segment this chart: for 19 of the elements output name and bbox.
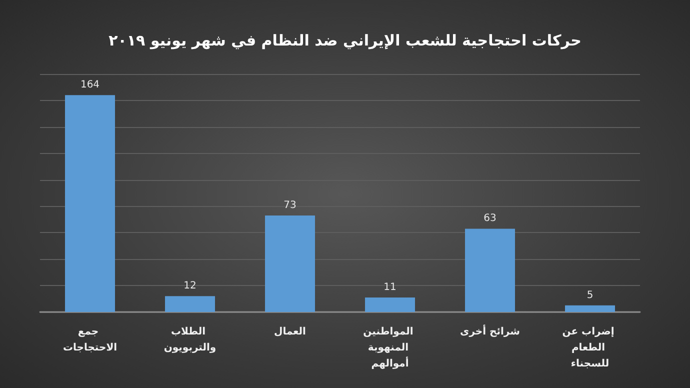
data-label: 73: [284, 200, 296, 211]
x-tick-label: إضراب عن الطعام للسجناء: [562, 326, 618, 370]
bar: [365, 297, 415, 312]
bar: [465, 228, 515, 312]
data-label: 164: [80, 80, 100, 91]
data-label: 5: [586, 290, 594, 301]
x-tick-label: العمال: [274, 326, 306, 338]
bar: [165, 296, 215, 312]
data-label: 11: [384, 282, 396, 293]
x-tick-label: المواطنين المنهوبة أموالهم: [363, 326, 417, 370]
x-tick-label: جمع الاحتجاجات: [62, 326, 118, 354]
bar: [265, 215, 315, 312]
bar: [565, 305, 615, 312]
x-tick-label: الطلاب والتربويون: [164, 326, 216, 354]
x-tick-label: شرائح أخرى: [460, 324, 520, 338]
data-label: 12: [184, 280, 196, 292]
chart-title: حركات احتجاجية للشعب الإيراني ضد النظام في شهر يونيو ۲۰۱۹: [108, 32, 582, 50]
data-label: 63: [484, 213, 496, 224]
bar: [65, 95, 115, 312]
